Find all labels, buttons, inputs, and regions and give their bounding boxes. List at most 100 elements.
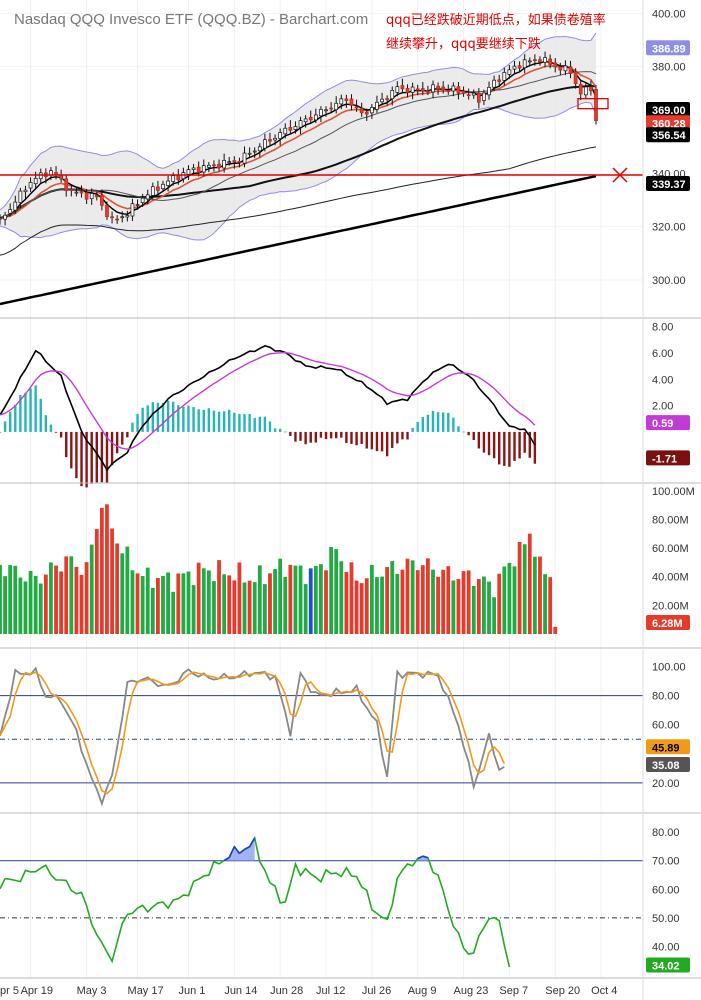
macd-histogram-bar <box>309 431 312 443</box>
price-badge <box>646 176 690 192</box>
candle-up <box>278 132 283 139</box>
rsi-tick-label: 70.00 <box>652 856 680 868</box>
macd-histogram-bar <box>482 431 486 453</box>
candle-up <box>130 203 135 217</box>
volume-bar <box>23 581 28 634</box>
candle-down <box>79 190 84 194</box>
x-tick-label: Jun 28 <box>270 985 303 997</box>
macd-histogram-bar <box>396 431 399 444</box>
rsi-badge <box>646 957 690 973</box>
x-tick-label: Jun 1 <box>178 985 205 997</box>
macd-histogram-bar <box>39 398 42 432</box>
candle-up <box>145 194 150 200</box>
candle-down <box>553 62 558 68</box>
macd-histogram-bar <box>238 413 241 432</box>
macd-histogram-bar <box>126 431 129 438</box>
macd-tick-label: 4.00 <box>652 374 673 386</box>
volume-bar <box>120 553 125 634</box>
candle-down <box>232 160 237 163</box>
candle-up <box>120 216 125 219</box>
volume-bar <box>156 577 160 634</box>
volume-tick-label: 40.00M <box>652 572 689 584</box>
volume-bar <box>242 582 247 634</box>
stochastic-tick-label: 80.00 <box>652 691 680 703</box>
macd-histogram-bar <box>202 409 205 432</box>
macd-histogram-bar <box>192 407 195 432</box>
candle-down <box>212 164 216 167</box>
candle-up <box>140 197 145 203</box>
macd-histogram-bar <box>457 426 460 432</box>
volume-bar <box>334 549 339 634</box>
candle-down <box>237 161 242 163</box>
x-tick-label: Apr 19 <box>21 985 53 997</box>
candle-up <box>191 167 196 170</box>
rsi-overbought-segment <box>238 848 246 855</box>
macd-histogram-bar <box>360 431 363 444</box>
volume-bar <box>8 565 13 634</box>
volume-bar <box>110 528 114 634</box>
bollinger-upper-line <box>0 32 597 211</box>
candle-up <box>18 190 23 203</box>
volume-bar <box>329 547 334 634</box>
volume-bar <box>390 561 395 634</box>
candle-up <box>293 126 298 130</box>
rsi-overbought-segment <box>228 846 236 858</box>
rsi-overbought-fill <box>224 838 255 861</box>
volume-bar <box>79 574 84 634</box>
candle-up <box>339 98 344 105</box>
macd-histogram-bar <box>24 392 27 432</box>
candle-up <box>395 86 400 93</box>
candle-down <box>329 107 333 110</box>
macd-histogram-bar <box>228 409 231 432</box>
price-badge-label: 360.28 <box>652 118 686 130</box>
volume-bar <box>262 584 267 634</box>
macd-histogram-bar <box>233 412 236 432</box>
price-badge-label: 386.89 <box>652 43 686 55</box>
macd-histogram-bar <box>182 406 185 432</box>
rsi-tick-label: 60.00 <box>652 884 680 896</box>
macd-histogram-bar <box>80 431 83 487</box>
candle-up <box>222 160 226 169</box>
volume-bar <box>538 556 542 634</box>
candle-up <box>375 101 379 110</box>
volume-bar <box>385 567 390 634</box>
candle-up <box>319 109 323 117</box>
candle-up <box>166 180 170 186</box>
macd-histogram-bar <box>294 431 297 442</box>
volume-bar <box>252 582 257 634</box>
macd-histogram-bar <box>477 431 481 449</box>
stoch-d-badge-label: 45.89 <box>652 742 680 754</box>
x-tick-label: Jun 14 <box>224 985 257 997</box>
volume-bar <box>145 567 150 634</box>
macd-histogram-bar <box>258 416 261 432</box>
macd-histogram-bar <box>462 431 465 433</box>
macd-histogram-bar <box>100 431 104 483</box>
macd-tick-label: 8.00 <box>652 322 673 334</box>
macd-histogram-bar <box>171 401 175 432</box>
volume-bar <box>532 556 537 634</box>
candle-down <box>558 66 563 71</box>
candle-down <box>364 112 369 115</box>
volume-bar <box>18 577 23 634</box>
candle-down <box>288 126 293 131</box>
volume-bar <box>33 575 38 634</box>
price-tick-label: 300.00 <box>652 275 686 287</box>
macd-histogram-bar <box>19 394 22 432</box>
candle-down <box>105 204 109 218</box>
volume-bar <box>283 576 288 634</box>
volume-bar <box>436 576 440 634</box>
candle-down <box>456 86 461 94</box>
candle-down <box>476 92 481 103</box>
macd-histogram-bar <box>207 408 211 432</box>
volume-bar <box>303 584 308 634</box>
candle-up <box>28 182 33 189</box>
macd-histogram-bar <box>59 431 63 438</box>
macd-histogram-bar <box>472 431 475 440</box>
candle-up <box>451 85 456 92</box>
candle-up <box>125 215 130 218</box>
candle-down <box>176 174 181 181</box>
macd-histogram-bar <box>222 411 226 432</box>
macd-histogram-bar <box>324 431 328 440</box>
candle-up <box>201 165 206 173</box>
